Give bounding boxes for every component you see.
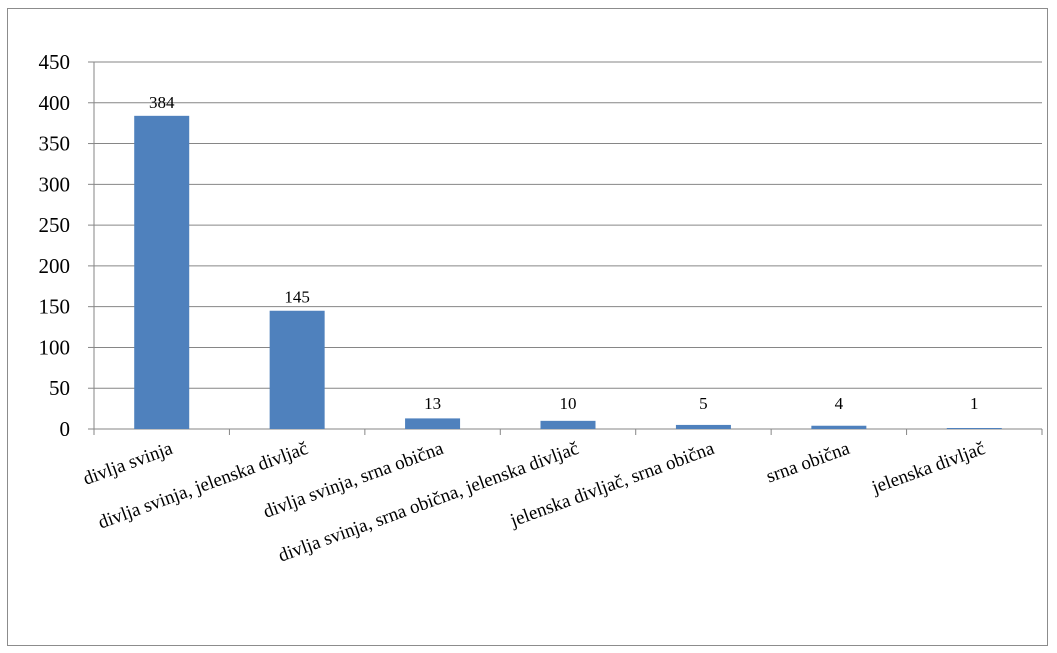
bar-2 bbox=[269, 310, 325, 429]
data-label-7: 1 bbox=[970, 394, 979, 413]
x-category-label-7: jelenska divljač bbox=[868, 438, 988, 499]
y-tick-label: 300 bbox=[39, 172, 71, 196]
bar-4 bbox=[540, 420, 596, 429]
bar-7 bbox=[946, 428, 1002, 429]
y-tick-label: 450 bbox=[39, 50, 71, 74]
y-tick-label: 50 bbox=[49, 376, 70, 400]
data-label-6: 4 bbox=[835, 394, 844, 413]
y-tick-label: 200 bbox=[39, 254, 71, 278]
data-label-3: 13 bbox=[424, 394, 441, 413]
y-tick-label: 100 bbox=[39, 335, 71, 359]
x-category-label-1: divlja svinja bbox=[80, 438, 175, 490]
y-tick-label: 150 bbox=[39, 295, 71, 319]
y-tick-label: 400 bbox=[39, 91, 71, 115]
bar-5 bbox=[675, 424, 731, 429]
x-category-label-6: srna obična bbox=[764, 438, 854, 488]
y-tick-label: 0 bbox=[60, 417, 71, 441]
y-tick-label: 250 bbox=[39, 213, 71, 237]
bar-1 bbox=[134, 115, 190, 430]
bar-6 bbox=[811, 425, 867, 429]
data-label-2: 145 bbox=[284, 288, 310, 307]
y-tick-label: 350 bbox=[39, 132, 71, 156]
data-label-1: 384 bbox=[149, 93, 175, 112]
data-label-4: 10 bbox=[560, 394, 577, 413]
bar-3 bbox=[405, 418, 461, 429]
data-label-5: 5 bbox=[699, 394, 708, 413]
